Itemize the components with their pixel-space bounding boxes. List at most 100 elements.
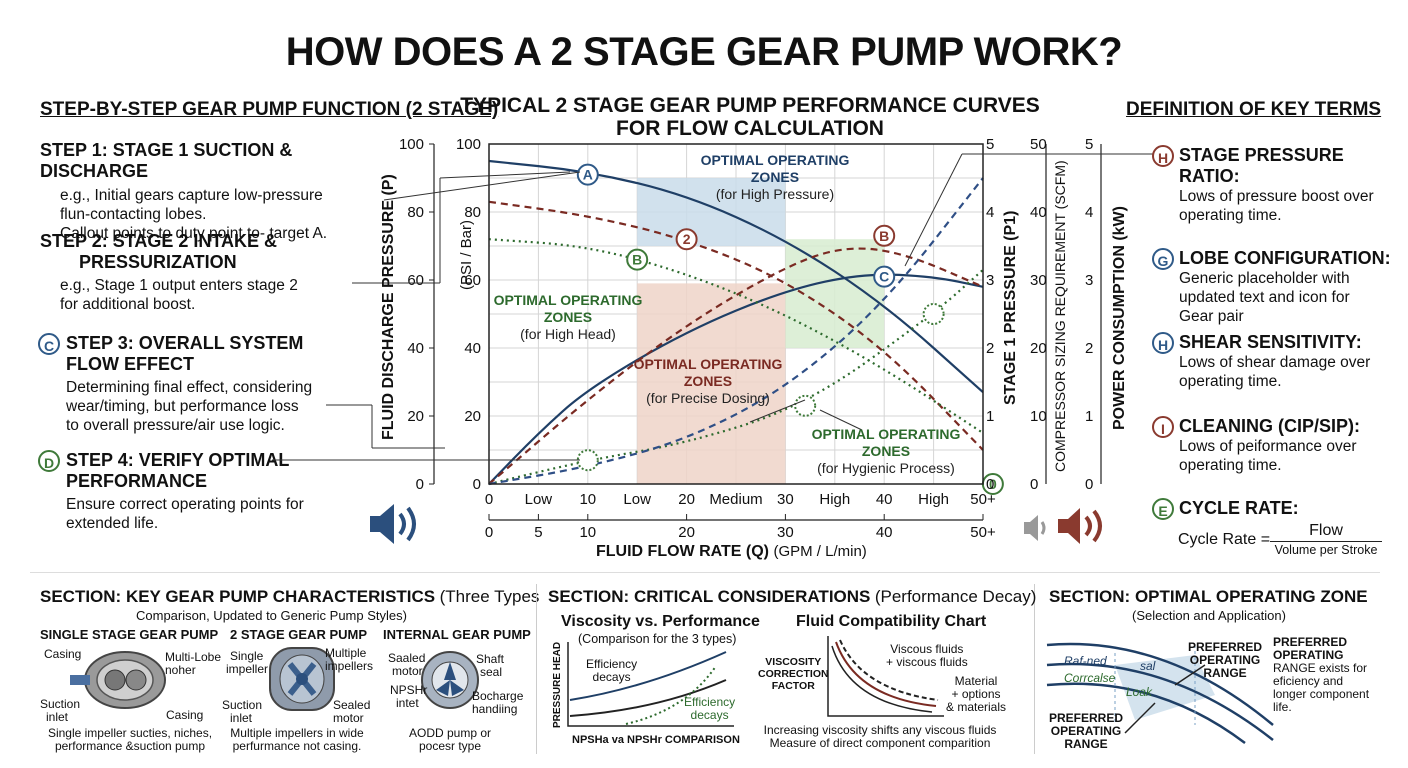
section-divider (30, 572, 1380, 573)
label-line: RANGE (1064, 737, 1108, 751)
speaker-small-icon[interactable] (1022, 510, 1050, 546)
speaker-red-icon[interactable] (1054, 503, 1110, 549)
y-tick-label: 1 (986, 408, 994, 425)
series-line (488, 177, 984, 486)
zone-area (785, 239, 885, 348)
term-title: LOBE CONFIGURATION: (1179, 248, 1391, 268)
step-4-line: extended life. (66, 515, 159, 532)
y-tick-label: 3 (1085, 272, 1093, 289)
x-tick-label: 30 (777, 491, 794, 508)
curve-label: Corrcalse (1064, 671, 1116, 685)
callout: inlet (230, 711, 253, 725)
marker-label: A (583, 167, 593, 183)
step-4-text: Ensure correct operating points for exte… (66, 495, 386, 533)
terms-heading: DEFINITION OF KEY TERMS (1126, 99, 1382, 120)
viscosity-note-2: Efficiency decays (684, 696, 735, 722)
side-text-line: life. (1273, 700, 1292, 714)
note-line: Material (954, 674, 998, 688)
point-marker (794, 394, 817, 417)
curve-label: Loak (1126, 685, 1153, 699)
curve-label: Raf-ned (1064, 654, 1107, 668)
callout: Bocharge (472, 689, 524, 703)
x-axis-title: FLUID FLOW RATE (Q) (596, 543, 769, 560)
note-line: + viscous fluids (886, 655, 968, 669)
y-axis-right1-label: STAGE 1 PRESSURE (P1) (1002, 210, 1019, 405)
y-tick-label: 10 (1030, 408, 1047, 425)
callout: handiing (472, 702, 518, 716)
zone-heading: SECTION: OPTIMAL OPERATING ZONE (1049, 587, 1368, 606)
ylabel-line: CORRECTION (758, 668, 829, 680)
characteristics-sub: Comparison, Updated to Generic Pump Styl… (136, 608, 407, 623)
x-axis-label: FLUID FLOW RATE (Q) (GPM / L/min) (596, 543, 867, 561)
ylabel-line: VISCOSITY (765, 656, 822, 668)
formula-lhs: Cycle Rate = (1178, 531, 1271, 548)
callout: impellers (325, 659, 374, 673)
x-tick-label: 0 (485, 524, 493, 541)
step-1-title: STEP 1: STAGE 1 SUCTION & DISCHARGE (40, 140, 293, 181)
term-line: operating time. (1179, 373, 1282, 390)
ylabel-line: FACTOR (771, 680, 815, 692)
term-line: Lows of peiformance over (1179, 438, 1357, 455)
zone-label-high-head: OPTIMAL OPERATING ZONES (for High Head) (493, 292, 643, 343)
x-tick-label: Low (525, 491, 553, 508)
formula-bar (1270, 541, 1382, 542)
step-3-line: Determining final effect, considering (66, 379, 313, 396)
x-tick-label: Medium (709, 491, 762, 508)
step-2-text: e.g., Stage 1 output enters stage 2 for … (60, 276, 385, 314)
viscosity-sub: (Comparison for the 3 types) (578, 632, 737, 646)
formula-numerator: Flow (1309, 522, 1343, 539)
y-tick-label: 4 (986, 204, 994, 221)
characteristics-heading-suffix: (Three Types (439, 587, 540, 606)
point-marker (922, 303, 945, 325)
term-line: operating time. (1179, 457, 1282, 474)
callout: Sealed (333, 698, 371, 712)
step-2-title-line: STEP 2: STAGE 2 INTAKE & (40, 231, 278, 251)
y-tick-label: 100 (399, 136, 424, 153)
x-tick-label: 50+ (970, 524, 996, 541)
step-3-text: Determining final effect, considering we… (66, 378, 386, 435)
formula-denominator: Volume per Stroke (1274, 543, 1378, 557)
x-tick-label: 0 (485, 491, 493, 508)
characteristics-heading: SECTION: KEY GEAR PUMP CHARACTERISTICS (… (40, 587, 539, 607)
step-3: STEP 3: OVERALL SYSTEM FLOW EFFECT Deter… (66, 333, 386, 435)
step-2-title-line: PRESSURIZATION (79, 252, 237, 272)
series-line (488, 238, 984, 434)
divider (1034, 584, 1035, 754)
zone-label-hygienic: OPTIMAL OPERATING ZONES (for Hygienic Pr… (806, 426, 966, 477)
zone-sub: (for High Pressure) (715, 186, 835, 202)
x-tick-label: 30 (777, 524, 794, 541)
y-tick-label: 0 (986, 476, 994, 493)
compat-caption: Increasing viscosity shifts any viscous … (760, 724, 1000, 750)
term-line: operating time. (1179, 207, 1282, 224)
y-axis-right2-label: COMPRESSOR SIZING REQUIREMENT (SCFM) (1052, 160, 1068, 472)
callout: Suction (222, 698, 263, 712)
callout: inlet (46, 710, 69, 724)
step-4-title-line: PERFORMANCE (66, 471, 208, 491)
zone-sub: (for Precise Dosing) (646, 390, 770, 406)
callout: Multiple (325, 646, 367, 660)
y-tick-label: 40 (464, 340, 481, 357)
step-4: STEP 4: VERIFY OPTIMAL PERFORMANCE Ensur… (66, 450, 386, 533)
y-tick-label: 60 (464, 272, 481, 289)
zone-label-precise-dosing: OPTIMAL OPERATING ZONES (for Precise Dos… (628, 356, 788, 407)
step-1-line: Callout points to duty point to- target … (60, 225, 328, 242)
callout: Shaft (476, 652, 505, 666)
term-lobe-configuration: LOBE CONFIGURATION: Generic placeholder … (1179, 248, 1399, 326)
y-tick-label: 60 (407, 272, 424, 289)
callout-line (439, 171, 571, 179)
callout: Single (230, 649, 264, 663)
point-marker (675, 228, 698, 251)
callout: seal (480, 665, 503, 679)
speaker-icon[interactable] (366, 500, 426, 548)
viscosity-ylabel: PRESSURE HEAD (552, 641, 563, 728)
compat-mini-chart (827, 636, 944, 717)
point-marker (873, 224, 896, 247)
term-title: SHEAR SENSITIVITY: (1179, 332, 1362, 352)
y-tick-label: 100 (456, 136, 481, 153)
marker-label: B (632, 252, 642, 268)
caption-line: pocesr type (418, 739, 482, 753)
step-1: STEP 1: STAGE 1 SUCTION & DISCHARGE e.g.… (40, 140, 385, 243)
x-tick-label: 50+ (970, 491, 996, 508)
term-i-badge: I (1152, 416, 1174, 438)
operating-zone-diagram (1046, 642, 1274, 744)
